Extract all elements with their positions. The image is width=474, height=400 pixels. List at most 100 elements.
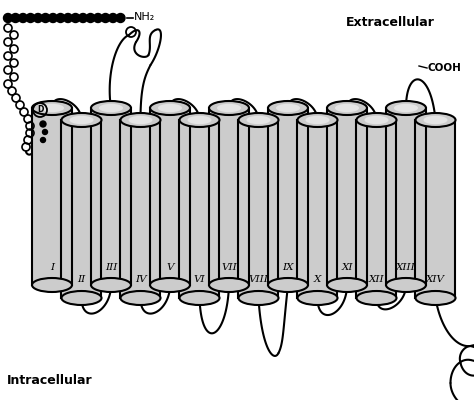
Circle shape xyxy=(86,14,95,22)
Circle shape xyxy=(18,14,27,22)
Ellipse shape xyxy=(327,101,367,115)
Ellipse shape xyxy=(91,101,131,115)
Bar xyxy=(150,108,190,285)
Ellipse shape xyxy=(99,104,123,112)
Ellipse shape xyxy=(32,101,72,115)
Ellipse shape xyxy=(268,101,308,115)
Circle shape xyxy=(40,121,46,127)
Ellipse shape xyxy=(238,291,279,305)
Bar xyxy=(120,120,161,298)
Ellipse shape xyxy=(356,113,396,127)
Circle shape xyxy=(79,14,88,22)
Ellipse shape xyxy=(217,104,241,112)
Ellipse shape xyxy=(327,101,367,115)
Circle shape xyxy=(34,14,43,22)
Ellipse shape xyxy=(91,101,131,115)
Text: XII: XII xyxy=(369,276,384,284)
Circle shape xyxy=(3,14,12,22)
Ellipse shape xyxy=(238,113,279,127)
Bar xyxy=(209,108,249,285)
Text: XIII: XIII xyxy=(396,262,416,272)
Ellipse shape xyxy=(298,291,337,305)
Ellipse shape xyxy=(91,278,131,292)
Ellipse shape xyxy=(120,113,161,127)
Text: COOH: COOH xyxy=(428,63,462,73)
Ellipse shape xyxy=(238,113,279,127)
Circle shape xyxy=(43,130,47,134)
Ellipse shape xyxy=(32,101,72,115)
Text: V: V xyxy=(166,262,174,272)
Ellipse shape xyxy=(365,116,389,124)
Circle shape xyxy=(93,14,102,22)
Ellipse shape xyxy=(386,278,426,292)
Ellipse shape xyxy=(306,116,329,124)
Ellipse shape xyxy=(32,278,72,292)
Text: II: II xyxy=(77,276,86,284)
Bar xyxy=(91,108,131,285)
Text: IV: IV xyxy=(135,276,146,284)
Text: Extracellular: Extracellular xyxy=(346,16,435,28)
Ellipse shape xyxy=(40,104,64,112)
Ellipse shape xyxy=(268,101,308,115)
Bar xyxy=(327,108,367,285)
Ellipse shape xyxy=(158,104,182,112)
Ellipse shape xyxy=(180,291,219,305)
Ellipse shape xyxy=(386,101,426,115)
Ellipse shape xyxy=(150,101,190,115)
Ellipse shape xyxy=(150,278,190,292)
Ellipse shape xyxy=(335,104,359,112)
Text: NH₂: NH₂ xyxy=(134,12,155,22)
Circle shape xyxy=(11,14,20,22)
Ellipse shape xyxy=(128,116,153,124)
Text: X: X xyxy=(314,276,321,284)
Ellipse shape xyxy=(209,101,249,115)
Ellipse shape xyxy=(62,113,101,127)
Text: XIV: XIV xyxy=(426,276,445,284)
Ellipse shape xyxy=(423,116,447,124)
Ellipse shape xyxy=(246,116,271,124)
Text: VIII: VIII xyxy=(248,276,268,284)
Text: Intracellular: Intracellular xyxy=(7,374,93,386)
Circle shape xyxy=(71,14,80,22)
Ellipse shape xyxy=(356,113,396,127)
Circle shape xyxy=(26,14,35,22)
Text: VII: VII xyxy=(221,262,237,272)
Circle shape xyxy=(101,14,110,22)
Circle shape xyxy=(116,14,125,22)
Ellipse shape xyxy=(62,113,101,127)
Ellipse shape xyxy=(416,113,456,127)
Ellipse shape xyxy=(150,101,190,115)
Bar xyxy=(356,120,396,298)
Circle shape xyxy=(41,14,50,22)
Ellipse shape xyxy=(298,113,337,127)
Ellipse shape xyxy=(394,104,418,112)
Ellipse shape xyxy=(62,291,101,305)
Text: III: III xyxy=(105,262,117,272)
Ellipse shape xyxy=(327,278,367,292)
Ellipse shape xyxy=(180,113,219,127)
Ellipse shape xyxy=(298,113,337,127)
Bar xyxy=(180,120,219,298)
Bar xyxy=(298,120,337,298)
Circle shape xyxy=(40,138,46,142)
Ellipse shape xyxy=(268,278,308,292)
Ellipse shape xyxy=(209,101,249,115)
Circle shape xyxy=(56,14,65,22)
Ellipse shape xyxy=(120,291,161,305)
Circle shape xyxy=(109,14,118,22)
Text: D: D xyxy=(37,106,43,114)
Circle shape xyxy=(64,14,73,22)
Text: I: I xyxy=(50,262,54,272)
Ellipse shape xyxy=(180,113,219,127)
Ellipse shape xyxy=(356,291,396,305)
Ellipse shape xyxy=(70,116,93,124)
Ellipse shape xyxy=(188,116,211,124)
Ellipse shape xyxy=(386,101,426,115)
Bar xyxy=(416,120,456,298)
Text: IX: IX xyxy=(282,262,294,272)
Ellipse shape xyxy=(276,104,300,112)
Ellipse shape xyxy=(209,278,249,292)
Ellipse shape xyxy=(416,291,456,305)
Bar xyxy=(386,108,426,285)
Text: XI: XI xyxy=(341,262,353,272)
